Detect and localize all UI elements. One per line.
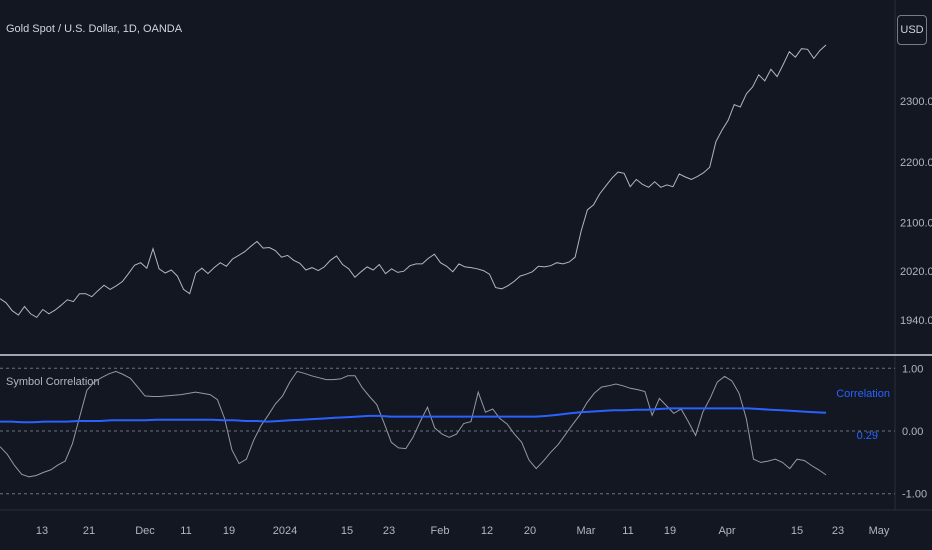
price-line <box>0 44 827 319</box>
price-tick-label: 2100.000 <box>900 218 932 230</box>
time-tick-label: Apr <box>718 525 735 537</box>
time-tick-label: 19 <box>223 525 235 537</box>
time-tick-label: 2024 <box>273 525 297 537</box>
price-tick-label: 2200.000 <box>900 157 932 169</box>
correlation-legend-label: Correlation <box>836 388 890 400</box>
indicator-tick-label: 1.00 <box>902 363 923 375</box>
time-tick-label: 21 <box>83 525 95 537</box>
price-axis: 1940.000 2020.000 2100.000 2200.000 2300.000 <box>900 96 932 327</box>
time-tick-label: 15 <box>341 525 353 537</box>
indicator-tick-label: 0.00 <box>902 426 923 438</box>
time-tick-label: 20 <box>524 525 536 537</box>
time-tick-label: 15 <box>791 525 803 537</box>
price-tick-label: 2020.000 <box>900 266 932 278</box>
indicator-tick-label: -1.00 <box>902 489 927 501</box>
series-layer <box>0 44 827 478</box>
time-tick-label: 11 <box>622 525 633 537</box>
price-tick-label: 1940.000 <box>900 315 932 327</box>
time-tick-label: May <box>869 525 890 537</box>
time-tick-label: 11 <box>180 525 191 537</box>
symbol-title: Gold Spot / U.S. Dollar, 1D, OANDA <box>6 23 183 35</box>
time-tick-label: 23 <box>832 525 844 537</box>
time-tick-label: Mar <box>577 525 596 537</box>
time-tick-label: Dec <box>135 525 155 537</box>
correlation-line <box>0 407 827 424</box>
indicator-title: Symbol Correlation <box>6 376 100 388</box>
indicator-axis: 1.00 0.00 -1.00 <box>902 363 927 500</box>
time-tick-label: 19 <box>664 525 676 537</box>
price-tick-label: 2300.000 <box>900 96 932 108</box>
currency-button[interactable]: USD <box>897 15 927 45</box>
time-tick-label: 13 <box>36 525 48 537</box>
time-axis: 13 21 Dec 11 19 2024 15 23 Feb 12 20 Mar 11 19 Apr 15 23… <box>36 525 890 537</box>
time-tick-label: 23 <box>383 525 395 537</box>
correlation-value-label: 0.29 <box>857 430 878 442</box>
time-tick-label: 12 <box>481 525 493 537</box>
raw-correlation-line <box>0 370 827 478</box>
indicator-reference-lines <box>0 367 895 495</box>
time-tick-label: Feb <box>431 525 450 537</box>
